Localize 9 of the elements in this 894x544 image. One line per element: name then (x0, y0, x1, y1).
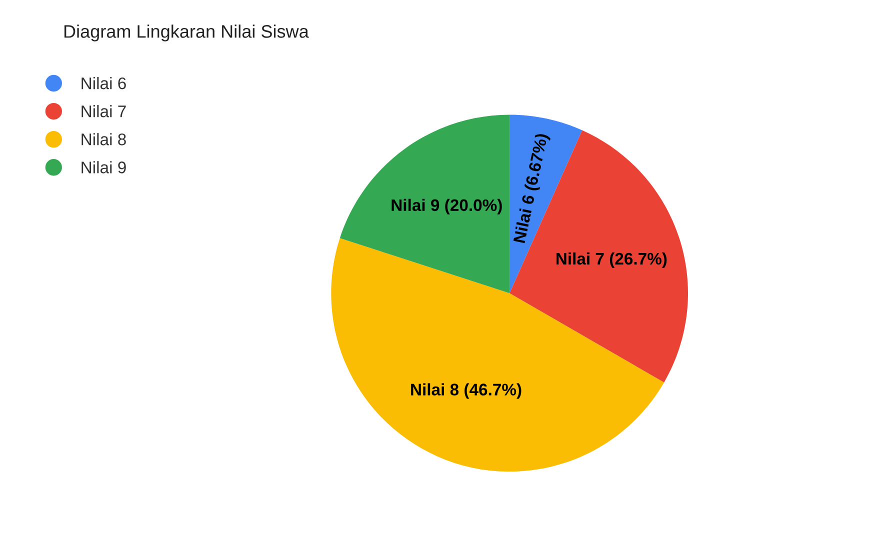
category-label: Nilai 7 (26.7%) (556, 252, 667, 268)
legend-label: Nilai 9 (82, 161, 126, 174)
category-label: Nilai 9 (20.0%) (392, 198, 502, 214)
legend-label: Nilai 7 (82, 105, 126, 118)
category-label: Nilai 8 (46.7%) (411, 383, 522, 399)
category-label: Nilai 6 (6.67%) (513, 132, 551, 244)
chart-title: Diagram Lingkaran Nilai Siswa (64, 24, 309, 42)
legend-label: Nilai 8 (82, 133, 126, 146)
legend-label: Nilai 6 (82, 77, 126, 90)
